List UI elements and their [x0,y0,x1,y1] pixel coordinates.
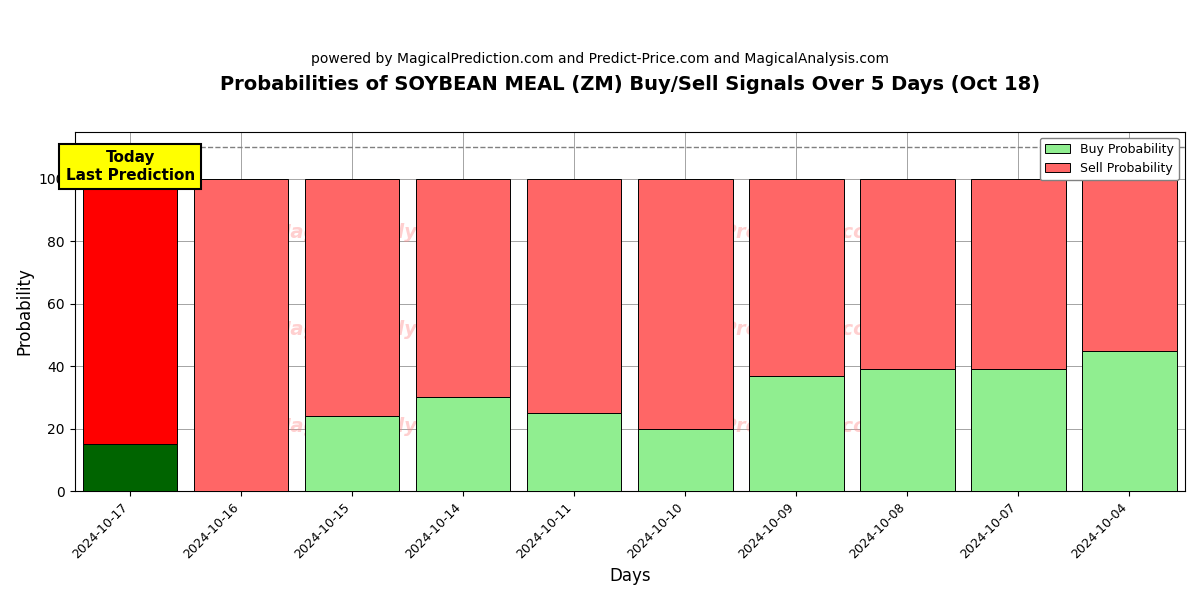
Bar [305,416,400,491]
Bar [860,370,955,491]
Bar [1082,179,1177,350]
Text: MagicalPrediction.com: MagicalPrediction.com [638,320,888,339]
Bar [305,179,400,416]
Bar [416,397,510,491]
Text: Today
Last Prediction: Today Last Prediction [66,151,194,183]
Bar [638,179,732,429]
Bar [527,413,622,491]
Bar [860,179,955,370]
Bar [416,179,510,397]
Title: Probabilities of SOYBEAN MEAL (ZM) Buy/Sell Signals Over 5 Days (Oct 18): Probabilities of SOYBEAN MEAL (ZM) Buy/S… [220,75,1040,94]
Text: MagicalPrediction.com: MagicalPrediction.com [638,223,888,242]
Bar [749,376,844,491]
Bar [638,429,732,491]
Bar [749,179,844,376]
Bar [194,179,288,491]
Bar [83,445,178,491]
Text: MagicalAnalysis.com: MagicalAnalysis.com [271,417,499,436]
Y-axis label: Probability: Probability [16,268,34,355]
Text: powered by MagicalPrediction.com and Predict-Price.com and MagicalAnalysis.com: powered by MagicalPrediction.com and Pre… [311,52,889,66]
Bar [1082,350,1177,491]
Bar [971,179,1066,370]
Bar [83,179,178,445]
Legend: Buy Probability, Sell Probability: Buy Probability, Sell Probability [1040,138,1178,180]
Text: MagicalAnalysis.com: MagicalAnalysis.com [271,320,499,339]
Bar [527,179,622,413]
Text: MagicalAnalysis.com: MagicalAnalysis.com [271,223,499,242]
Text: MagicalPrediction.com: MagicalPrediction.com [638,417,888,436]
Bar [971,370,1066,491]
X-axis label: Days: Days [610,567,650,585]
